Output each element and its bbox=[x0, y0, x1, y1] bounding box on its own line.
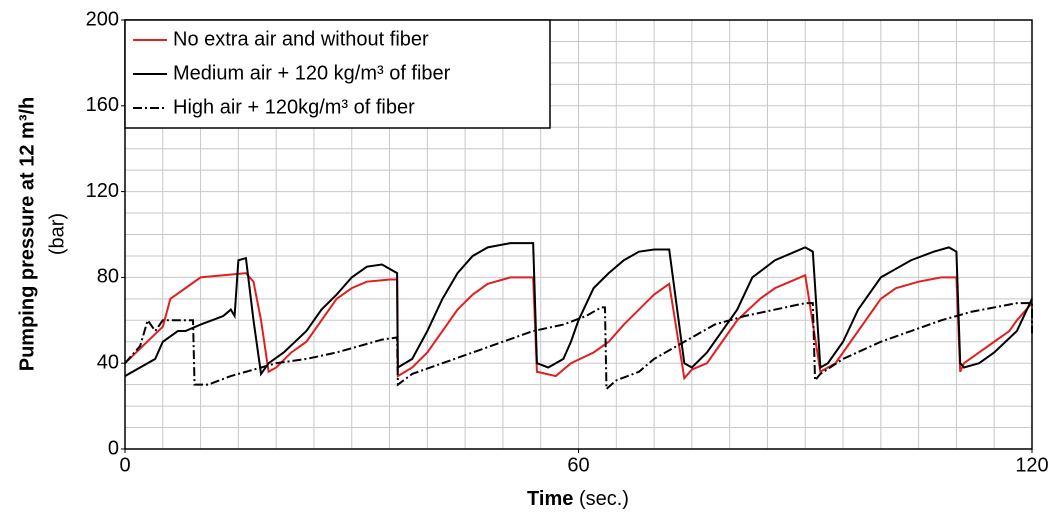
y-tick-label: 0 bbox=[108, 437, 119, 459]
y-axis-label: Pumping pressure at 12 m³/h bbox=[16, 97, 38, 372]
series-line bbox=[124, 302, 1033, 392]
x-tick-label: 120 bbox=[1015, 454, 1048, 476]
legend: No extra air and without fiber Medium air… bbox=[124, 19, 551, 129]
legend-label: Medium air + 120 kg/m³ of fiber bbox=[173, 62, 451, 84]
y-tick-label: 160 bbox=[86, 94, 119, 116]
plot-frame bbox=[124, 19, 1033, 450]
legend-label: High air + 120kg/m³ of fiber bbox=[173, 96, 415, 118]
y-tick-label: 40 bbox=[97, 351, 119, 373]
x-tick-label: 0 bbox=[119, 454, 130, 476]
y-tick-label: 200 bbox=[86, 8, 119, 30]
legend-label: No extra air and without fiber bbox=[173, 28, 429, 50]
x-axis-label-name: Time bbox=[527, 488, 573, 510]
series-line bbox=[124, 242, 1033, 377]
legend-box bbox=[124, 19, 551, 129]
y-tick-label: 80 bbox=[97, 266, 119, 288]
x-axis-label: Time (sec.) bbox=[527, 488, 629, 510]
series-line bbox=[124, 272, 1033, 381]
y-axis-unit: (bar) bbox=[46, 213, 68, 255]
x-tick-label: 60 bbox=[567, 454, 589, 476]
y-tick-label: 120 bbox=[86, 180, 119, 202]
x-axis-unit: (sec.) bbox=[579, 488, 629, 510]
